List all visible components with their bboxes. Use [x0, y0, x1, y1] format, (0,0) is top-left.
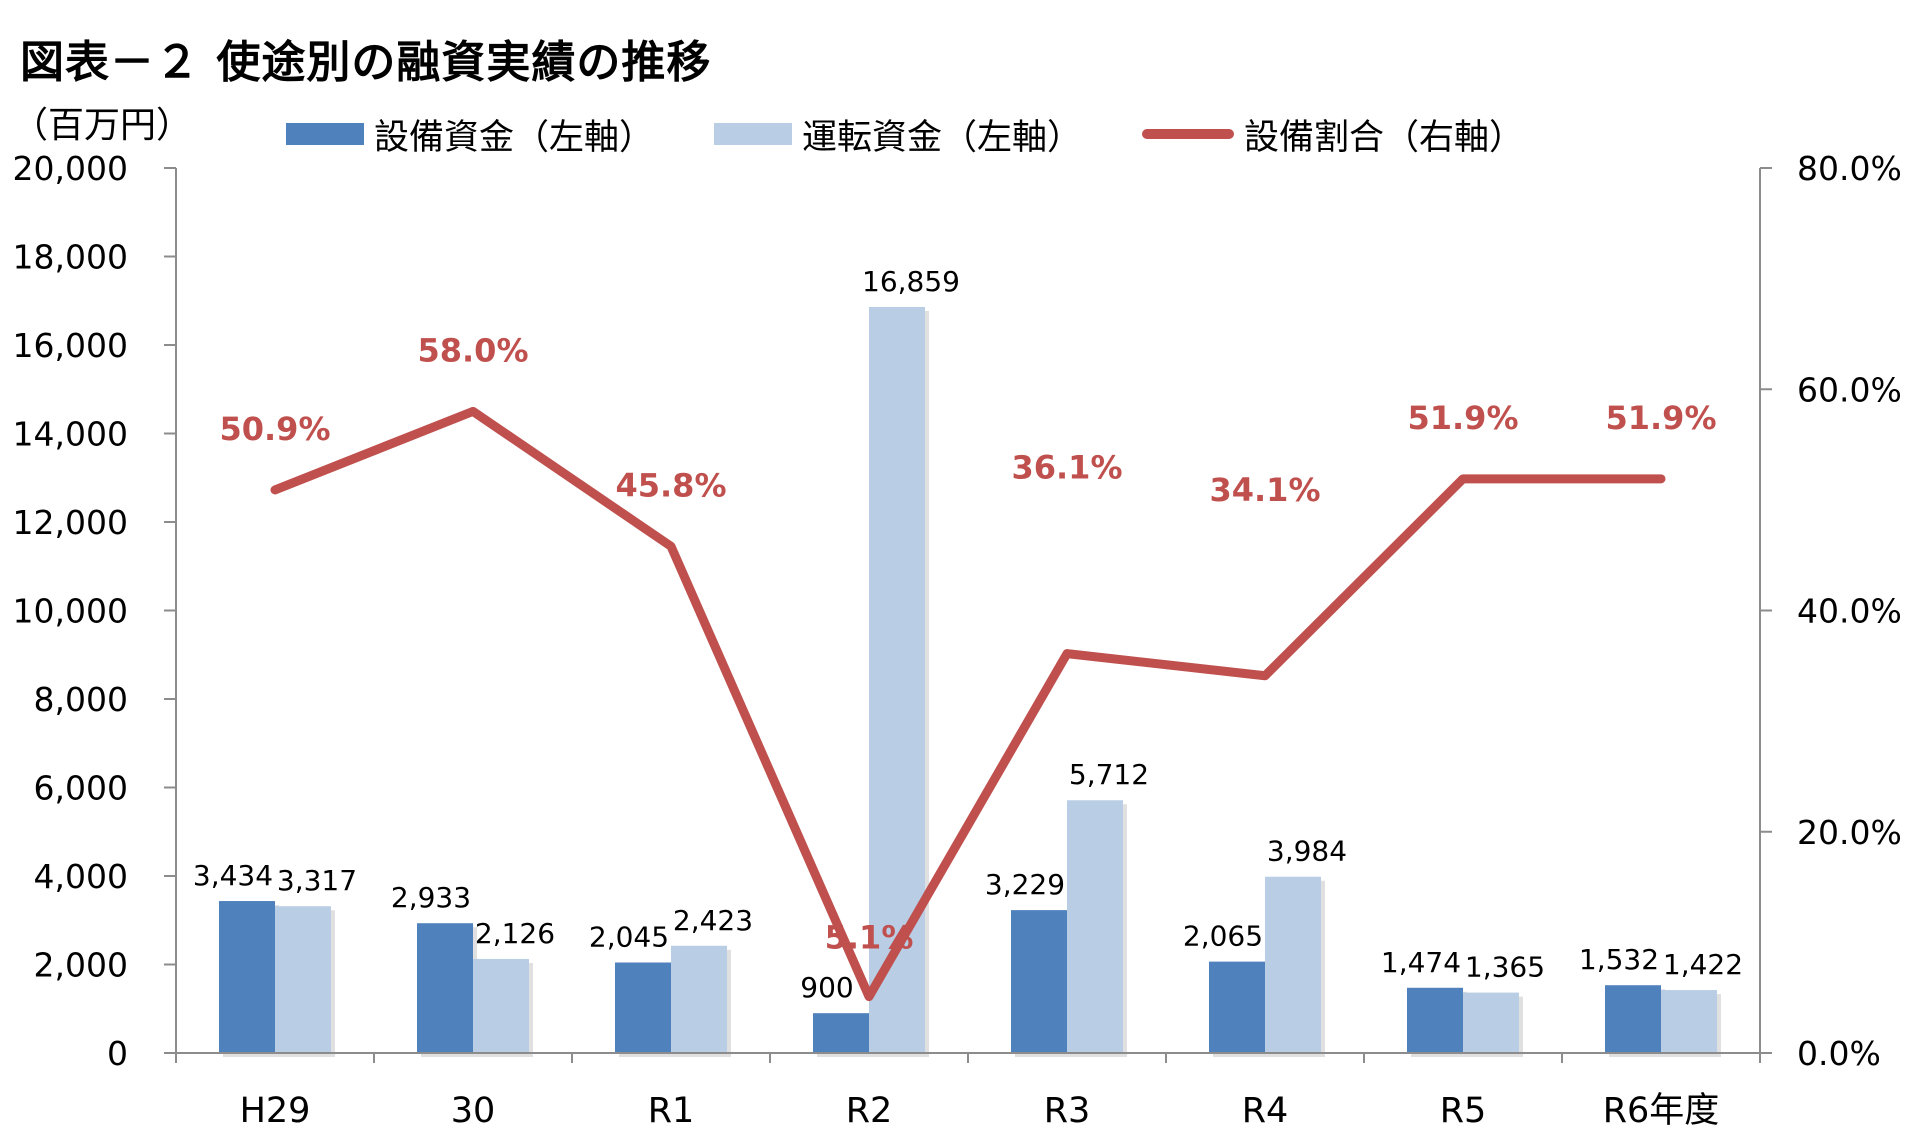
left-axis-tick-label: 14,000: [13, 415, 128, 454]
data-label-equipment-funds: 1,532: [1579, 943, 1659, 976]
data-label-operating-funds: 1,365: [1465, 951, 1545, 984]
left-axis-tick-label: 12,000: [13, 503, 128, 542]
right-axis-tick-label: 0.0%: [1797, 1034, 1881, 1073]
data-label-equipment-ratio: 51.9%: [1605, 399, 1716, 437]
data-label-operating-funds: 3,984: [1267, 835, 1347, 868]
bar-equipment-funds: [1407, 987, 1463, 1053]
x-axis-tick-label: R6年度: [1603, 1091, 1720, 1131]
left-axis-tick-label: 0: [107, 1034, 128, 1073]
right-axis-tick-label: 80.0%: [1797, 149, 1902, 188]
data-label-equipment-funds: 2,933: [391, 881, 471, 914]
line-equipment-ratio: [270, 406, 1666, 1002]
left-axis-tick-label: 20,000: [13, 149, 128, 188]
data-label-operating-funds: 2,126: [475, 917, 555, 950]
bar-operating-funds: [1265, 876, 1321, 1053]
right-axis-tick-label: 20.0%: [1797, 813, 1902, 852]
legend-label-equipment-funds: 設備資金（左軸）: [374, 117, 655, 158]
bar-operating-funds: [869, 306, 925, 1053]
data-label-operating-funds: 3,317: [277, 864, 357, 897]
data-label-equipment-ratio: 5.1%: [825, 919, 914, 957]
data-label-equipment-funds: 3,434: [193, 859, 273, 892]
left-axis-tick-label: 8,000: [34, 680, 128, 719]
chart-title: 図表－２ 使途別の融資実績の推移: [20, 37, 712, 88]
data-label-equipment-funds: 3,229: [985, 868, 1065, 901]
data-label-equipment-ratio: 50.9%: [219, 410, 330, 448]
bar-operating-funds: [473, 958, 529, 1053]
data-label-equipment-ratio: 58.0%: [417, 331, 528, 369]
x-axis-tick-label: R4: [1242, 1091, 1289, 1131]
left-axis-tick-label: 10,000: [13, 592, 128, 631]
data-label-equipment-ratio: 36.1%: [1011, 449, 1122, 487]
legend-swatch-equipment-ratio: [1142, 129, 1235, 139]
bar-operating-funds: [1661, 990, 1717, 1053]
legend-label-equipment-ratio: 設備割合（右軸）: [1244, 117, 1525, 158]
legend-swatch-equipment-funds: [286, 123, 364, 145]
left-axis-tick-label: 4,000: [34, 857, 128, 896]
data-label-equipment-ratio: 51.9%: [1407, 399, 1518, 437]
x-axis-tick-label: H29: [240, 1091, 311, 1131]
data-label-equipment-funds: 1,474: [1381, 946, 1461, 979]
x-axis-tick-label: R1: [648, 1091, 695, 1131]
bar-operating-funds: [1067, 800, 1123, 1053]
data-label-equipment-ratio: 34.1%: [1209, 471, 1320, 509]
bar-equipment-funds: [1209, 961, 1265, 1053]
left-axis-unit: （百万円）: [12, 105, 193, 146]
bar-equipment-funds: [219, 901, 275, 1053]
data-label-equipment-funds: 2,045: [589, 921, 669, 954]
right-axis-tick-label: 60.0%: [1797, 370, 1902, 409]
left-axis-tick-label: 16,000: [13, 326, 128, 365]
bar-equipment-funds: [1011, 910, 1067, 1053]
legend-label-operating-funds: 運転資金（左軸）: [802, 117, 1083, 158]
data-label-operating-funds: 2,423: [673, 904, 753, 937]
bar-equipment-funds: [1605, 985, 1661, 1053]
left-axis-tick-label: 18,000: [13, 238, 128, 277]
data-label-operating-funds: 1,422: [1663, 948, 1743, 981]
data-label-operating-funds: 5,712: [1069, 758, 1149, 791]
data-label-equipment-funds: 900: [800, 971, 853, 1004]
legend: 設備資金（左軸） 運転資金（左軸） 設備割合（右軸）: [286, 112, 1584, 158]
bar-operating-funds: [671, 945, 727, 1053]
legend-swatch-operating-funds: [714, 123, 793, 145]
data-label-equipment-funds: 2,065: [1183, 920, 1263, 953]
left-axis-tick-label: 6,000: [34, 769, 128, 808]
x-axis-tick-label: R3: [1044, 1091, 1091, 1131]
bar-operating-funds: [275, 906, 331, 1053]
legend-item-equipment-ratio: 設備割合（右軸）: [1142, 109, 1524, 160]
bar-equipment-funds: [615, 962, 671, 1053]
right-axis-tick-label: 40.0%: [1797, 592, 1902, 631]
x-axis-tick-label: R2: [846, 1091, 893, 1131]
bar-equipment-funds: [813, 1013, 869, 1053]
legend-item-equipment-funds: 設備資金（左軸）: [286, 109, 654, 160]
legend-item-operating-funds: 運転資金（左軸）: [714, 109, 1082, 160]
data-label-equipment-ratio: 45.8%: [615, 466, 726, 504]
data-label-operating-funds: 16,859: [862, 265, 960, 298]
left-axis-tick-label: 2,000: [34, 946, 128, 985]
x-axis-tick-label: R5: [1440, 1091, 1487, 1131]
bar-operating-funds: [1463, 992, 1519, 1053]
x-axis-tick-label: 30: [451, 1091, 496, 1131]
bar-equipment-funds: [417, 923, 473, 1053]
